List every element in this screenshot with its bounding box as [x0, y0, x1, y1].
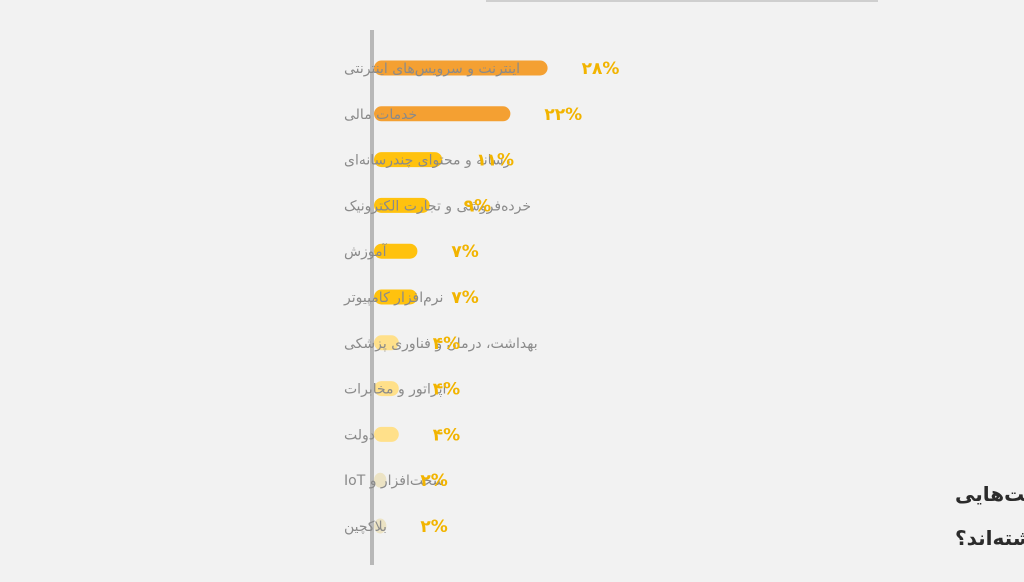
value-label: ۷% [451, 242, 478, 262]
chart-title-line-1: کسب‌وکارهای مربوط به چه صنعت‌هایی [955, 482, 1024, 507]
bar [374, 472, 387, 488]
value-label: ۲۲% [544, 105, 582, 125]
category-label: دولت [344, 427, 375, 443]
bar [374, 197, 430, 213]
value-label: ۴% [433, 334, 460, 354]
bar [374, 289, 418, 305]
value-label: ۱۱% [476, 151, 514, 171]
bar [374, 106, 511, 122]
bar [374, 381, 399, 397]
category-label: رسانه و محتوای چندرسانه‌ای [344, 153, 510, 169]
value-label: ۴% [433, 380, 460, 400]
bar [374, 426, 399, 442]
category-label: بهداشت، درمان و فناوری پزشکی [344, 336, 538, 352]
value-label: ۹% [464, 196, 491, 216]
bar [374, 243, 418, 259]
value-labels: ۲۸% ۲۲% ۱۱% ۹% ۷% ۷% ۴% ۴% ۴% ۲% ۲% [420, 59, 619, 537]
chart-title-line-2: حضور پررنگ‌تری در باگ‌بانتی داشته‌اند؟ [955, 526, 1024, 551]
chart-title: کسب‌وکارهای مربوط به چه صنعت‌هایی حضور پ… [955, 482, 1024, 551]
value-label: ۲% [420, 517, 447, 537]
value-label: ۲% [420, 471, 447, 491]
value-label: ۲۸% [582, 59, 620, 79]
category-label: سخت‌افزار و IoT [344, 473, 444, 489]
category-label: آموزش [344, 243, 388, 260]
value-label: ۷% [451, 288, 478, 308]
category-label: اینترنت و سرویس‌های اینترنتی [344, 61, 520, 77]
bar [374, 335, 399, 351]
category-label: خدمات مالی [344, 107, 417, 123]
category-label: نرم‌افزار کامپیوتر [343, 290, 443, 306]
value-label: ۴% [433, 425, 460, 445]
category-labels: اینترنت و سرویس‌های اینترنتی خدمات مالی رس… [343, 61, 538, 535]
category-label: اپراتور و مخابرات [344, 382, 446, 398]
bar [374, 518, 387, 534]
bars-group [374, 60, 548, 534]
bar [374, 152, 443, 168]
bar [374, 60, 548, 76]
category-label: بلاکچین [344, 519, 387, 535]
category-label: خرده‌فروشی و تجارت الکترونیک [344, 198, 531, 214]
